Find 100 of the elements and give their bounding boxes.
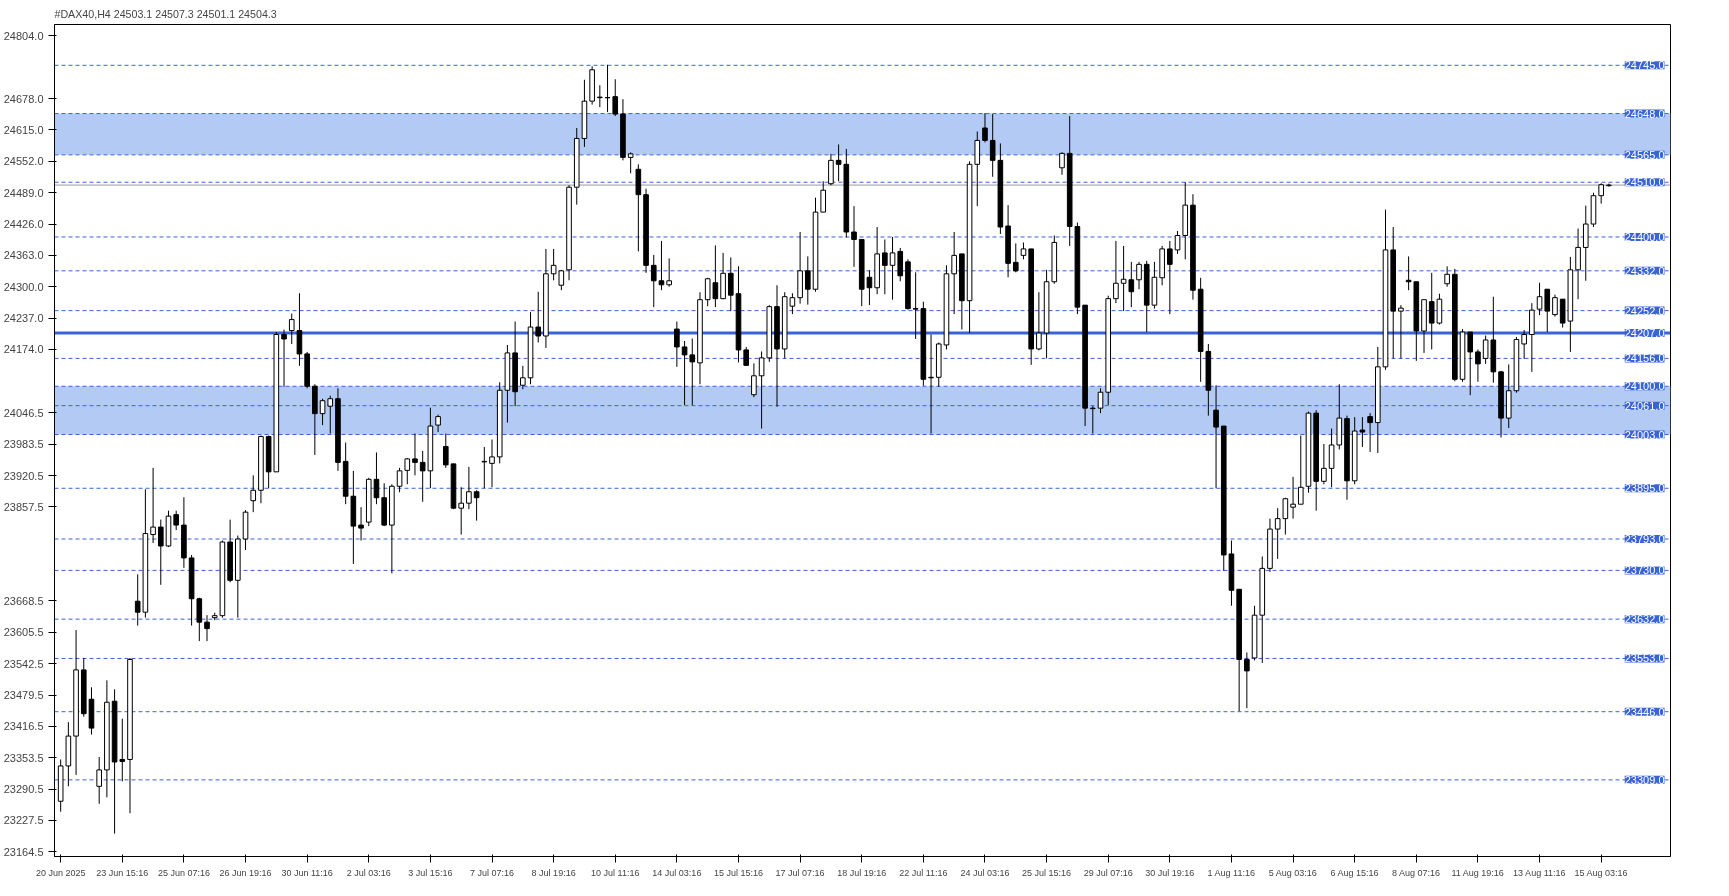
candlestick xyxy=(396,467,403,493)
candlestick xyxy=(674,321,680,368)
x-tick-label: 13 Aug 11:16 xyxy=(1513,867,1566,878)
candlestick xyxy=(1167,240,1173,315)
candlestick xyxy=(882,238,888,295)
candlestick xyxy=(758,350,765,430)
candlestick xyxy=(1036,291,1042,351)
x-tick-label: 10 Jul 11:16 xyxy=(591,867,640,878)
candlestick xyxy=(1321,443,1327,485)
y-tick-label: 24174.0 xyxy=(3,343,44,356)
candlestick xyxy=(951,231,957,315)
ref-line-label: 24510.0 xyxy=(1624,176,1665,189)
y-tick-label: 24237.0 xyxy=(3,312,44,325)
ref-line-label: 23730.0 xyxy=(1624,564,1665,577)
x-tick-label: 8 Jul 19:16 xyxy=(531,867,576,878)
ref-line-label: 23553.0 xyxy=(1624,652,1665,665)
candlestick xyxy=(404,457,411,485)
ref-line-label: 23793.0 xyxy=(1624,533,1665,546)
candlestick xyxy=(650,254,657,308)
candlestick xyxy=(481,446,488,489)
y-tick-label: 24300.0 xyxy=(3,280,44,293)
y-tick-label: 24804.0 xyxy=(3,29,44,42)
candlestick xyxy=(1097,387,1104,414)
candlestick xyxy=(689,337,696,406)
x-tick-label: 30 Jun 11:16 xyxy=(281,867,333,878)
ref-line-label: 24100.0 xyxy=(1624,380,1665,393)
candlestick xyxy=(281,329,287,388)
x-tick-label: 30 Jul 19:16 xyxy=(1145,867,1195,878)
candlestick xyxy=(412,433,418,476)
ref-line-label: 23309.0 xyxy=(1624,773,1665,786)
candlestick xyxy=(1405,255,1412,291)
y-tick-label: 23542.5 xyxy=(3,657,44,670)
x-tick-label: 23 Jun 15:16 xyxy=(96,867,149,878)
candlestick xyxy=(1367,412,1373,453)
candlestick xyxy=(828,153,834,186)
y-tick-label: 23353.5 xyxy=(3,751,44,764)
candlestick xyxy=(989,113,996,178)
candlestick xyxy=(627,151,634,174)
candlestick xyxy=(751,362,757,398)
candlestick xyxy=(1467,331,1474,396)
x-tick-label: 11 Aug 19:16 xyxy=(1451,867,1504,878)
candlestick xyxy=(489,439,495,488)
candlestick xyxy=(1244,651,1250,709)
candlestick xyxy=(96,756,102,805)
x-tick-label: 5 Aug 03:16 xyxy=(1268,867,1317,878)
candlestick xyxy=(1398,304,1404,359)
y-tick-label: 23668.5 xyxy=(3,594,44,607)
candlestick xyxy=(458,486,465,536)
x-tick-label: 8 Aug 07:16 xyxy=(1392,867,1441,878)
candlestick xyxy=(150,467,156,544)
y-tick-label: 24615.0 xyxy=(3,123,44,136)
candlestick xyxy=(1552,294,1558,318)
ref-line-label: 24003.0 xyxy=(1624,428,1665,441)
candlestick xyxy=(851,205,857,268)
x-tick-label: 3 Jul 15:16 xyxy=(408,867,453,878)
x-tick-label: 25 Jul 15:16 xyxy=(1022,867,1072,878)
x-tick-label: 29 Jul 07:16 xyxy=(1083,867,1133,878)
ref-line-label: 24061.0 xyxy=(1624,399,1665,412)
x-tick-label: 17 Jul 07:16 xyxy=(775,867,825,878)
x-tick-label: 15 Aug 03:16 xyxy=(1574,867,1628,878)
candlestick xyxy=(743,346,749,367)
ref-line-label: 23632.0 xyxy=(1624,613,1665,626)
candlestick xyxy=(520,365,526,390)
x-tick-label: 7 Jul 07:16 xyxy=(469,867,515,878)
candlestick xyxy=(473,489,480,522)
chart-title: #DAX40,H4 24503.1 24507.3 24501.1 24504.3 xyxy=(54,7,277,20)
candlestick xyxy=(1575,228,1581,300)
candlestick xyxy=(1059,151,1065,176)
y-tick-label: 23605.5 xyxy=(3,626,44,639)
ref-line-label: 23895.0 xyxy=(1624,482,1665,495)
candlestick xyxy=(1290,476,1296,520)
ref-line-label: 23446.0 xyxy=(1624,705,1665,718)
candlestick xyxy=(681,340,688,406)
candlestick xyxy=(912,271,919,340)
x-tick-label: 20 Jun 2025 xyxy=(35,867,86,878)
y-tick-label: 24046.5 xyxy=(3,406,44,419)
y-tick-label: 23479.5 xyxy=(3,689,44,702)
ref-line-label: 24156.0 xyxy=(1624,352,1665,365)
y-tick-label: 23164.5 xyxy=(3,845,44,858)
candlestick xyxy=(173,510,180,531)
candlestick xyxy=(612,78,619,117)
candlestick xyxy=(358,506,364,542)
x-tick-label: 22 Jul 11:16 xyxy=(899,867,948,878)
x-tick-label: 2 Jul 03:16 xyxy=(346,867,391,878)
candlestick xyxy=(250,474,257,513)
y-tick-label: 23857.5 xyxy=(3,500,44,513)
y-tick-label: 23983.5 xyxy=(3,438,44,451)
ref-line-label: 24332.0 xyxy=(1624,264,1665,277)
ref-line-label: 24252.0 xyxy=(1624,304,1665,317)
x-tick-label: 6 Aug 15:16 xyxy=(1330,867,1379,878)
ref-line-label: 24648.0 xyxy=(1624,107,1665,120)
candlestick xyxy=(1297,435,1304,505)
candlestick xyxy=(1598,182,1604,205)
ref-line-label: 24565.0 xyxy=(1624,148,1665,161)
candlestick xyxy=(1328,428,1335,488)
candlestick xyxy=(466,466,472,510)
candlestick xyxy=(1012,242,1019,273)
ref-line-label: 24207.0 xyxy=(1624,327,1665,340)
ref-line-label: 24745.0 xyxy=(1624,59,1665,72)
candlestick xyxy=(157,519,164,586)
